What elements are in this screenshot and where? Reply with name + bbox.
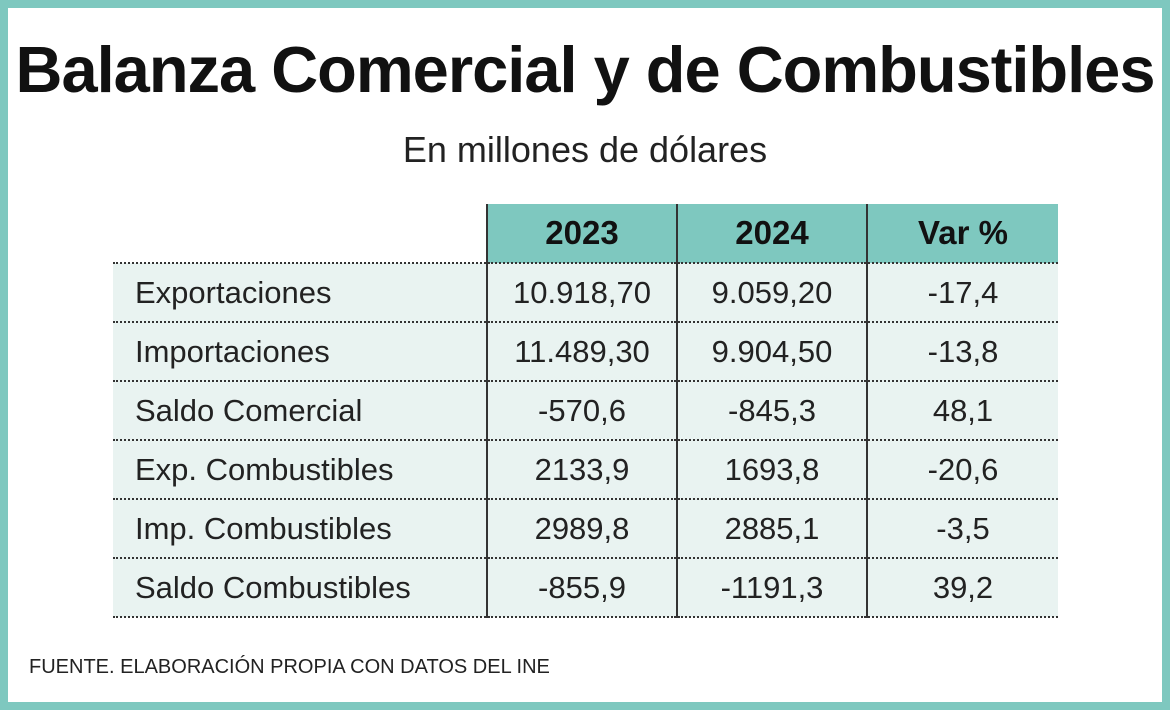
cell-var: -17,4 xyxy=(866,262,1058,322)
cell-var: -3,5 xyxy=(866,498,1058,558)
cell-var: 48,1 xyxy=(866,380,1058,440)
row-label: Imp. Combustibles xyxy=(113,498,487,558)
data-table: 2023 2024 Var % Exportaciones 10.918,70 … xyxy=(113,204,1058,618)
table-row: Saldo Combustibles -855,9 -1191,3 39,2 xyxy=(113,557,1058,618)
row-label: Exp. Combustibles xyxy=(113,439,487,499)
source-note: FUENTE. ELABORACIÓN PROPIA CON DATOS DEL… xyxy=(29,656,550,678)
table-row: Exp. Combustibles 2133,9 1693,8 -20,6 xyxy=(113,439,1058,499)
cell-var: -13,8 xyxy=(866,321,1058,381)
cell-2024: -1191,3 xyxy=(676,557,867,618)
header-2023: 2023 xyxy=(486,204,677,263)
cell-2023: 11.489,30 xyxy=(486,321,677,381)
header-2024: 2024 xyxy=(676,204,867,263)
page-subtitle: En millones de dólares xyxy=(402,129,768,170)
cell-2024: 9.059,20 xyxy=(676,262,867,322)
row-label: Saldo Combustibles xyxy=(113,557,487,618)
table-header-row: 2023 2024 Var % xyxy=(113,204,1058,263)
table-row: Imp. Combustibles 2989,8 2885,1 -3,5 xyxy=(113,498,1058,558)
row-label: Importaciones xyxy=(113,321,487,381)
cell-var: 39,2 xyxy=(866,557,1058,618)
cell-2023: 2133,9 xyxy=(486,439,677,499)
table-row: Importaciones 11.489,30 9.904,50 -13,8 xyxy=(113,321,1058,381)
row-label: Exportaciones xyxy=(113,262,487,322)
page-title: Balanza Comercial y de Combustibles xyxy=(15,33,1156,106)
header-empty-cell xyxy=(113,204,487,263)
table-row: Saldo Comercial -570,6 -845,3 48,1 xyxy=(113,380,1058,440)
cell-2023: -855,9 xyxy=(486,557,677,618)
cell-2024: 1693,8 xyxy=(676,439,867,499)
cell-2024: 2885,1 xyxy=(676,498,867,558)
data-table-container: 2023 2024 Var % Exportaciones 10.918,70 … xyxy=(113,204,1058,618)
table-row: Exportaciones 10.918,70 9.059,20 -17,4 xyxy=(113,262,1058,322)
cell-2024: -845,3 xyxy=(676,380,867,440)
row-label: Saldo Comercial xyxy=(113,380,487,440)
cell-2024: 9.904,50 xyxy=(676,321,867,381)
cell-var: -20,6 xyxy=(866,439,1058,499)
cell-2023: -570,6 xyxy=(486,380,677,440)
header-var-percent: Var % xyxy=(866,204,1058,263)
cell-2023: 10.918,70 xyxy=(486,262,677,322)
cell-2023: 2989,8 xyxy=(486,498,677,558)
